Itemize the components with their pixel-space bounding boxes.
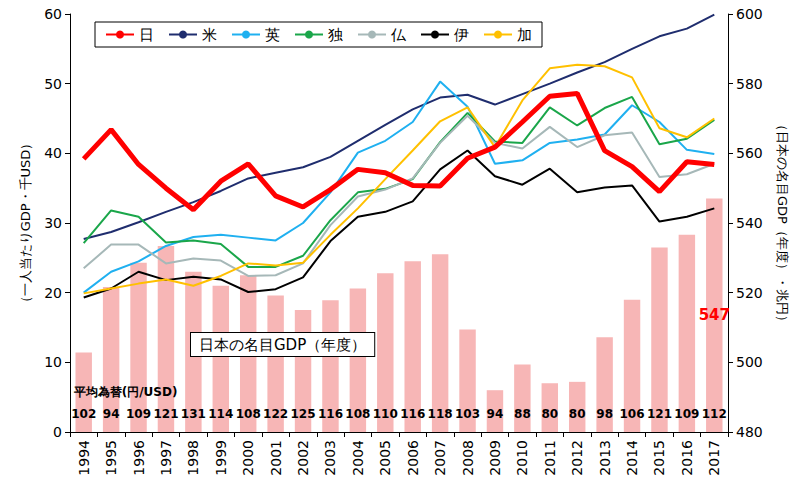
svg-text:94: 94 bbox=[103, 407, 120, 421]
svg-text:560: 560 bbox=[736, 145, 763, 161]
svg-text:2017: 2017 bbox=[706, 440, 722, 476]
svg-text:0: 0 bbox=[53, 424, 62, 440]
svg-text:125: 125 bbox=[291, 407, 316, 421]
svg-text:480: 480 bbox=[736, 424, 763, 440]
svg-text:2000: 2000 bbox=[240, 440, 256, 476]
svg-text:106: 106 bbox=[620, 407, 645, 421]
svg-text:600: 600 bbox=[736, 6, 763, 22]
svg-text:2016: 2016 bbox=[679, 440, 695, 476]
svg-text:2008: 2008 bbox=[460, 440, 476, 476]
svg-text:121: 121 bbox=[153, 407, 178, 421]
svg-text:1998: 1998 bbox=[185, 440, 201, 476]
svg-text:110: 110 bbox=[373, 407, 398, 421]
svg-text:520: 520 bbox=[736, 285, 763, 301]
svg-text:109: 109 bbox=[126, 407, 151, 421]
svg-text:2001: 2001 bbox=[268, 440, 284, 476]
svg-text:加: 加 bbox=[517, 26, 532, 44]
svg-text:580: 580 bbox=[736, 76, 763, 92]
svg-text:日本の名目GDP（年度）: 日本の名目GDP（年度） bbox=[199, 336, 366, 354]
svg-text:1997: 1997 bbox=[158, 440, 174, 476]
svg-text:2015: 2015 bbox=[651, 440, 667, 476]
svg-text:（日本の名目GDP（年度）・兆円）: （日本の名目GDP（年度）・兆円） bbox=[775, 118, 790, 328]
svg-text:2009: 2009 bbox=[487, 440, 503, 476]
svg-text:米: 米 bbox=[202, 26, 217, 44]
svg-text:500: 500 bbox=[736, 354, 763, 370]
svg-text:日: 日 bbox=[139, 26, 154, 44]
svg-text:2010: 2010 bbox=[514, 440, 530, 476]
svg-text:60: 60 bbox=[44, 6, 62, 22]
svg-text:98: 98 bbox=[596, 407, 613, 421]
svg-text:独: 独 bbox=[328, 26, 343, 44]
svg-text:2004: 2004 bbox=[350, 440, 366, 476]
svg-text:1996: 1996 bbox=[131, 440, 147, 476]
svg-text:540: 540 bbox=[736, 215, 763, 231]
svg-text:116: 116 bbox=[318, 407, 343, 421]
svg-text:80: 80 bbox=[569, 407, 586, 421]
svg-text:103: 103 bbox=[455, 407, 480, 421]
svg-text:116: 116 bbox=[400, 407, 425, 421]
svg-text:108: 108 bbox=[345, 407, 370, 421]
svg-text:1999: 1999 bbox=[213, 440, 229, 476]
svg-text:547: 547 bbox=[699, 306, 730, 324]
svg-text:2005: 2005 bbox=[377, 440, 393, 476]
svg-text:2014: 2014 bbox=[624, 440, 640, 476]
svg-text:2006: 2006 bbox=[405, 440, 421, 476]
svg-text:英: 英 bbox=[265, 26, 280, 44]
svg-text:88: 88 bbox=[514, 407, 531, 421]
svg-text:30: 30 bbox=[44, 215, 62, 231]
svg-text:109: 109 bbox=[674, 407, 699, 421]
svg-text:1994: 1994 bbox=[76, 440, 92, 476]
svg-text:2013: 2013 bbox=[597, 440, 613, 476]
svg-text:（一人当たりGDP・千USD）: （一人当たりGDP・千USD） bbox=[18, 137, 33, 310]
svg-text:2003: 2003 bbox=[322, 440, 338, 476]
svg-text:40: 40 bbox=[44, 145, 62, 161]
svg-text:伊: 伊 bbox=[454, 26, 469, 44]
svg-text:2012: 2012 bbox=[569, 440, 585, 476]
svg-text:2011: 2011 bbox=[542, 440, 558, 476]
svg-text:10: 10 bbox=[44, 354, 62, 370]
svg-text:114: 114 bbox=[208, 407, 233, 421]
svg-text:80: 80 bbox=[541, 407, 558, 421]
svg-text:仏: 仏 bbox=[390, 26, 407, 44]
svg-text:102: 102 bbox=[71, 407, 96, 421]
svg-text:1995: 1995 bbox=[103, 440, 119, 476]
svg-text:131: 131 bbox=[181, 407, 206, 421]
svg-text:20: 20 bbox=[44, 285, 62, 301]
svg-text:94: 94 bbox=[487, 407, 504, 421]
svg-text:108: 108 bbox=[236, 407, 261, 421]
svg-text:118: 118 bbox=[428, 407, 453, 421]
svg-text:112: 112 bbox=[702, 407, 727, 421]
svg-text:平均為替(円/USD): 平均為替(円/USD) bbox=[73, 385, 178, 399]
svg-text:50: 50 bbox=[44, 76, 62, 92]
svg-text:2007: 2007 bbox=[432, 440, 448, 476]
svg-text:121: 121 bbox=[647, 407, 672, 421]
svg-text:2002: 2002 bbox=[295, 440, 311, 476]
svg-text:122: 122 bbox=[263, 407, 288, 421]
